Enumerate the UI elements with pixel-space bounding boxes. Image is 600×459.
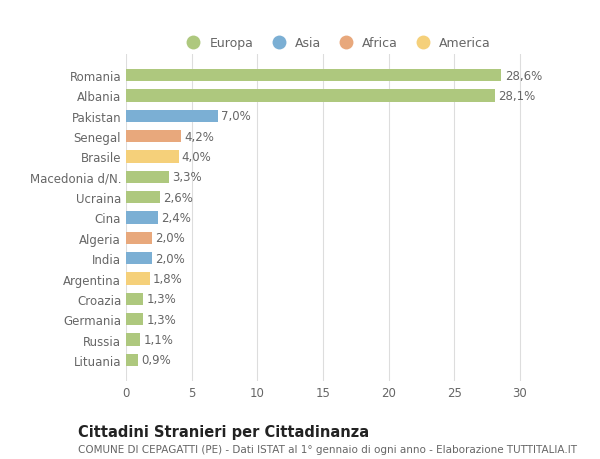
Bar	[126, 313, 143, 325]
Text: 7,0%: 7,0%	[221, 110, 251, 123]
Bar	[126, 293, 143, 305]
Text: 4,0%: 4,0%	[182, 151, 212, 164]
Bar	[126, 171, 169, 184]
Text: 28,6%: 28,6%	[505, 69, 542, 83]
Bar	[126, 131, 181, 143]
Bar	[126, 273, 149, 285]
Text: 2,0%: 2,0%	[155, 252, 185, 265]
Text: 28,1%: 28,1%	[498, 90, 535, 103]
Text: 2,6%: 2,6%	[163, 191, 193, 204]
Bar	[126, 252, 152, 265]
Text: 2,0%: 2,0%	[155, 232, 185, 245]
Bar	[126, 111, 218, 123]
Bar	[126, 151, 179, 163]
Text: 1,3%: 1,3%	[146, 313, 176, 326]
Text: Cittadini Stranieri per Cittadinanza: Cittadini Stranieri per Cittadinanza	[78, 425, 369, 440]
Text: 1,3%: 1,3%	[146, 293, 176, 306]
Bar	[126, 334, 140, 346]
Bar	[126, 70, 502, 82]
Text: 4,2%: 4,2%	[184, 130, 214, 143]
Bar	[126, 192, 160, 204]
Bar	[126, 90, 495, 102]
Bar	[126, 232, 152, 244]
Text: 1,8%: 1,8%	[153, 272, 182, 285]
Text: 1,1%: 1,1%	[144, 333, 173, 346]
Legend: Europa, Asia, Africa, America: Europa, Asia, Africa, America	[176, 32, 496, 55]
Bar	[126, 212, 157, 224]
Bar	[126, 354, 138, 366]
Text: 3,3%: 3,3%	[173, 171, 202, 184]
Text: 0,9%: 0,9%	[141, 353, 171, 367]
Text: 2,4%: 2,4%	[161, 212, 191, 224]
Text: COMUNE DI CEPAGATTI (PE) - Dati ISTAT al 1° gennaio di ogni anno - Elaborazione : COMUNE DI CEPAGATTI (PE) - Dati ISTAT al…	[78, 444, 577, 454]
